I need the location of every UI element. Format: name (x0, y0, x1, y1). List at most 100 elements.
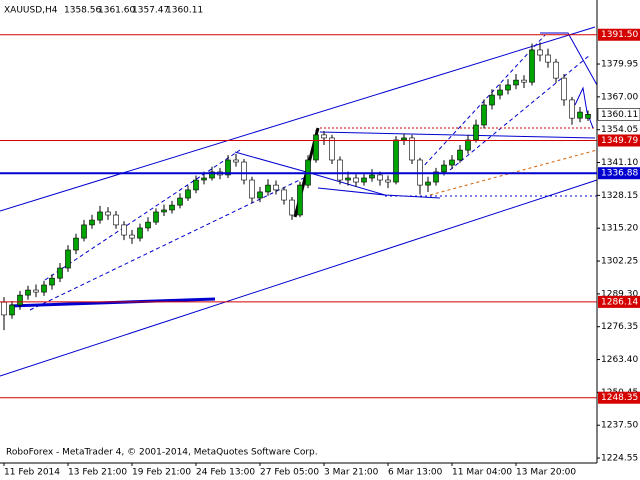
y-tick-label: 1354.05 (601, 125, 638, 135)
symbol: XAUUSD,H4 (4, 6, 58, 16)
y-tick-label: 1224.55 (601, 454, 638, 464)
level-label-box (598, 295, 640, 308)
candle-body (281, 189, 287, 201)
candle-body (161, 209, 167, 213)
level-label: 1286.14 (601, 297, 638, 307)
candle-body (193, 179, 199, 191)
y-tick-label: 1379.95 (601, 60, 638, 70)
x-tick-label: 6 Mar 13:00 (388, 468, 443, 478)
candle-body (57, 267, 63, 279)
candle-body (113, 214, 119, 226)
x-tick-label: 27 Feb 05:00 (260, 468, 319, 478)
header-value: 1360.11 (166, 6, 203, 16)
candle-body (273, 184, 279, 191)
channel-upper (0, 26, 596, 212)
candle-body (81, 224, 87, 239)
y-tick-label: 1328.15 (601, 191, 638, 201)
level-label-box (598, 134, 640, 147)
candle-body (553, 61, 559, 79)
wave-line (317, 187, 441, 199)
candle-body (209, 171, 215, 179)
dashed-channel (419, 34, 546, 171)
current-price-box (597, 108, 640, 121)
dashed-channel (449, 54, 591, 171)
candle-body (353, 177, 359, 183)
y-tick-label: 1289.30 (601, 289, 638, 299)
candle-body (257, 191, 263, 199)
candle-body (289, 199, 295, 216)
candle-body (65, 249, 71, 269)
candle-body (569, 99, 575, 119)
forecast-path (574, 86, 594, 129)
level-label: 1391.50 (601, 30, 638, 40)
candle-body (529, 49, 535, 83)
candle-body (425, 181, 431, 186)
x-tick-label: 11 Mar 04:00 (452, 468, 512, 478)
x-tick-label: 13 Feb 21:00 (68, 468, 127, 478)
candle-body (313, 134, 319, 161)
candle-body (201, 177, 207, 181)
candle-body (345, 177, 351, 181)
y-tick-label: 1315.20 (601, 224, 638, 234)
wave-line (319, 131, 596, 139)
candle-body (329, 137, 335, 161)
candle-body (265, 184, 271, 193)
candle-body (585, 114, 591, 119)
candle-body (233, 159, 239, 163)
x-tick-label: 19 Feb 21:00 (132, 468, 191, 478)
candle-body (473, 124, 479, 141)
candle-body (241, 161, 247, 181)
candle-body (169, 204, 175, 211)
y-tick-label: 1237.50 (601, 421, 638, 431)
y-tick-label: 1276.35 (601, 322, 638, 332)
candle-body (137, 227, 143, 239)
candle-body (1, 301, 7, 316)
candle-body (377, 174, 383, 181)
candle-body (457, 149, 463, 161)
footer: RoboForex - MetaTrader 4, © 2001-2014, M… (6, 448, 318, 458)
candle-body (153, 211, 159, 223)
candle-body (401, 137, 407, 141)
candle-body (561, 77, 567, 101)
candle-body (505, 84, 511, 91)
header-value: 1357.47 (132, 6, 169, 16)
y-tick-label: 1263.40 (601, 355, 638, 365)
candle-body (545, 54, 551, 63)
candle-body (49, 277, 55, 286)
candle-body (369, 174, 375, 179)
x-tick-label: 3 Mar 21:00 (324, 468, 379, 478)
candle-body (33, 289, 39, 293)
marks (1, 42, 591, 331)
candle-body (89, 219, 95, 226)
y-tick-label: 1367.00 (601, 92, 638, 102)
candle-body (513, 79, 519, 86)
candle-body (145, 221, 151, 229)
x-tick-label: 13 Mar 20:00 (516, 468, 576, 478)
candle-body (537, 49, 543, 56)
channel-lower (0, 179, 598, 377)
dashed-channel (29, 174, 311, 311)
candle-body (73, 237, 79, 251)
analysis-drawings (0, 26, 598, 377)
level-label-box (598, 28, 640, 41)
candle-body (337, 159, 343, 181)
candle-body (25, 289, 31, 296)
candle-body (41, 284, 47, 293)
level-label: 1336.88 (601, 169, 638, 179)
candle-body (521, 79, 527, 83)
candle-body (185, 189, 191, 199)
header-value: 1361.60 (98, 6, 135, 16)
candle-body (441, 164, 447, 173)
header-value: 1358.56 (64, 6, 101, 16)
level-label-box (598, 167, 640, 180)
candle-body (97, 211, 103, 221)
candle-body (449, 159, 455, 166)
level-label: 1349.79 (601, 136, 638, 146)
level-label: 1248.35 (601, 393, 638, 403)
candle-body (17, 294, 23, 306)
candle-body (409, 137, 415, 161)
level-label-box (598, 391, 640, 404)
candle-body (433, 171, 439, 183)
